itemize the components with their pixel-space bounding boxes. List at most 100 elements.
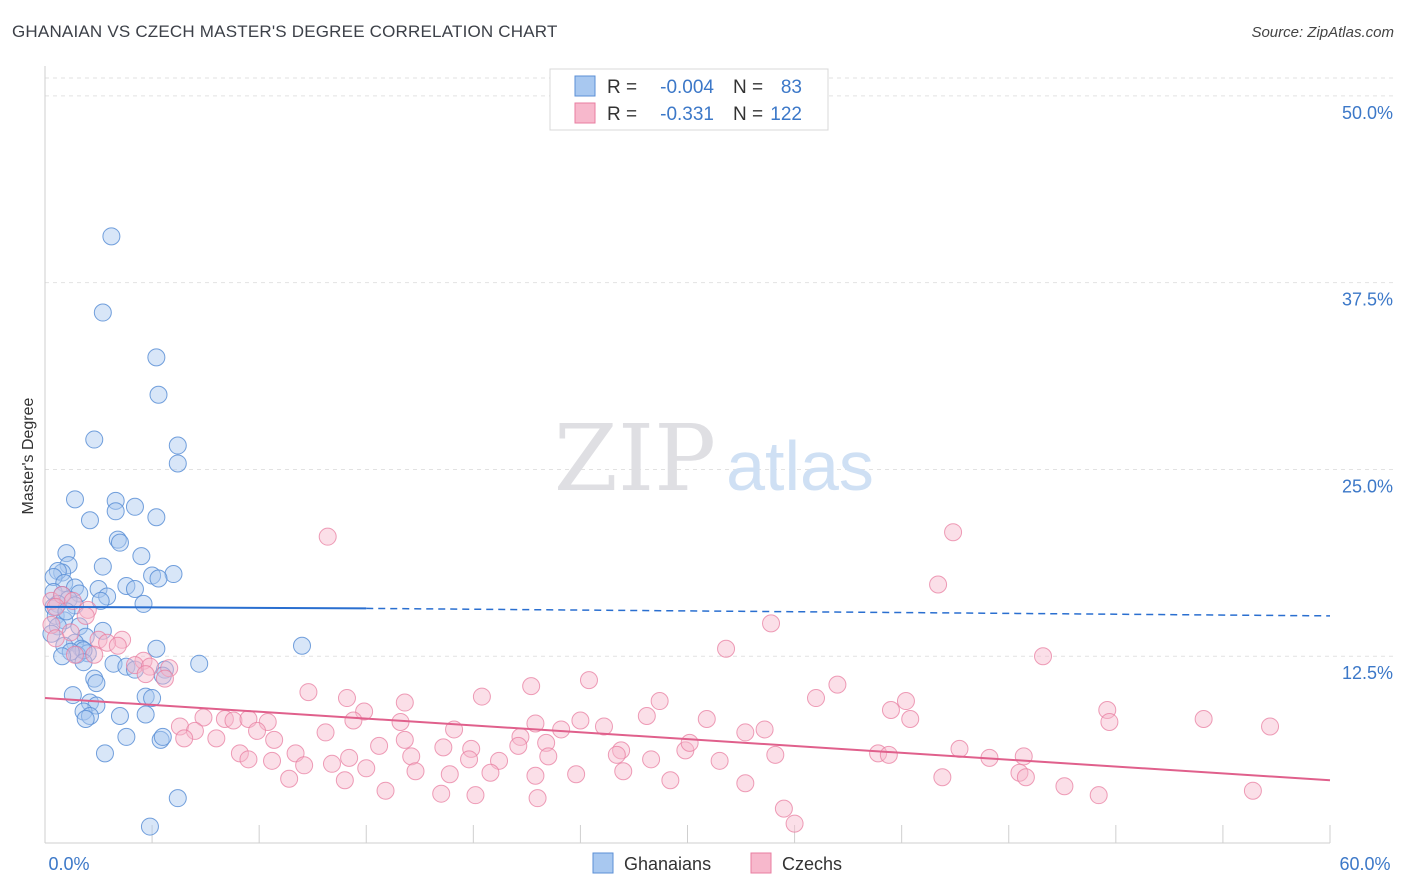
ghanaian-trend-solid bbox=[44, 605, 367, 610]
czech-point bbox=[879, 745, 898, 764]
czech-point bbox=[466, 786, 485, 805]
ghanaian-point bbox=[147, 508, 166, 527]
czech-point bbox=[1034, 647, 1053, 666]
watermark-atlas: atlas bbox=[726, 427, 874, 505]
czech-point bbox=[248, 721, 267, 740]
y-tick-label: 37.5% bbox=[1342, 290, 1393, 310]
czech-point bbox=[395, 730, 414, 749]
x-tick-label-min: 0.0% bbox=[48, 854, 89, 874]
czech-point bbox=[136, 665, 155, 684]
czech-point bbox=[155, 669, 174, 688]
ghanaian-point bbox=[106, 502, 125, 521]
ghanaian-point bbox=[190, 654, 209, 673]
ghanaian-point bbox=[93, 621, 112, 640]
czech-point bbox=[370, 736, 389, 755]
czech-point bbox=[265, 730, 284, 749]
ghanaian-point bbox=[140, 817, 159, 836]
czech-point bbox=[337, 689, 356, 708]
czech-point bbox=[1243, 781, 1262, 800]
czech-point bbox=[1100, 712, 1119, 731]
czech-point bbox=[108, 636, 127, 655]
bottom-legend-ghanaians: Ghanaians bbox=[624, 854, 711, 874]
czech-point bbox=[280, 769, 299, 788]
czech-point bbox=[697, 709, 716, 728]
y-axis-label: Master's Degree bbox=[20, 397, 37, 514]
czech-point bbox=[929, 575, 948, 594]
legend-r-value-2: -0.331 bbox=[660, 104, 714, 125]
ghanaian-point bbox=[168, 454, 187, 473]
ghanaian-point bbox=[143, 689, 162, 708]
y-tick-label: 12.5% bbox=[1342, 663, 1393, 683]
y-tick-label: 50.0% bbox=[1342, 103, 1393, 123]
czech-point bbox=[594, 717, 613, 736]
czech-point bbox=[785, 814, 804, 833]
czech-point bbox=[522, 677, 541, 696]
czech-point bbox=[65, 645, 84, 664]
gridlines bbox=[45, 77, 1395, 657]
ghanaian-point bbox=[57, 544, 76, 563]
legend-n-value-2: 122 bbox=[770, 104, 802, 125]
czech-point bbox=[717, 639, 736, 658]
watermark-zip: ZIP bbox=[554, 405, 716, 512]
czech-point bbox=[642, 750, 661, 769]
czech-point bbox=[1014, 747, 1033, 766]
y-tick-labels: 12.5% 25.0% 37.5% 50.0% bbox=[1342, 103, 1393, 683]
czech-point bbox=[395, 693, 414, 712]
czech-point bbox=[828, 675, 847, 694]
czech-point bbox=[571, 711, 590, 730]
legend-n-label-1: N = bbox=[733, 77, 763, 98]
czech-point bbox=[402, 747, 421, 766]
ghanaian-point bbox=[44, 568, 63, 587]
ghanaian-point bbox=[125, 579, 144, 598]
czech-point bbox=[537, 733, 556, 752]
czech-point bbox=[224, 711, 243, 730]
ghanaian-trend-dashed bbox=[366, 607, 1331, 617]
legend-r-label-2: R = bbox=[607, 104, 637, 125]
ghanaian-point bbox=[106, 491, 125, 510]
czech-point bbox=[944, 523, 963, 542]
czech-point bbox=[933, 768, 952, 787]
czech-point bbox=[1098, 701, 1117, 720]
czech-point bbox=[170, 717, 189, 736]
legend-r-value-1: -0.004 bbox=[660, 77, 714, 98]
czech-point bbox=[344, 711, 363, 730]
ghanaian-point bbox=[293, 636, 311, 655]
czech-point bbox=[295, 756, 314, 775]
chart-title: GHANAIAN VS CZECH MASTER'S DEGREE CORREL… bbox=[12, 22, 558, 41]
czech-point bbox=[1261, 717, 1280, 736]
series-legend: Ghanaians Czechs bbox=[592, 852, 842, 874]
ghanaian-point bbox=[65, 490, 84, 509]
czech-point bbox=[460, 750, 479, 769]
ghanaian-point bbox=[147, 348, 166, 367]
series-ghanaians bbox=[42, 227, 311, 836]
czech-point bbox=[125, 656, 144, 675]
ghanaian-point bbox=[147, 639, 166, 658]
ghanaian-point bbox=[125, 497, 144, 516]
czech-point bbox=[552, 720, 571, 739]
czech-point bbox=[774, 799, 793, 818]
czech-point bbox=[710, 751, 729, 770]
ghanaian-point bbox=[117, 727, 136, 746]
czech-point bbox=[42, 615, 61, 634]
ghanaian-point bbox=[93, 557, 112, 576]
ghanaian-point bbox=[149, 569, 168, 588]
czech-point bbox=[98, 633, 117, 652]
czech-point bbox=[896, 692, 915, 711]
czech-point bbox=[1089, 786, 1108, 805]
czech-point bbox=[61, 623, 80, 642]
ghanaian-point bbox=[153, 727, 172, 746]
czech-point bbox=[526, 766, 545, 785]
czech-trend-line bbox=[44, 697, 1331, 782]
czech-point bbox=[263, 751, 282, 770]
czech-point bbox=[434, 738, 453, 757]
czech-point bbox=[185, 721, 204, 740]
czech-point bbox=[318, 527, 337, 546]
ghanaian-point bbox=[134, 594, 153, 613]
czech-point bbox=[661, 771, 680, 790]
czech-point bbox=[539, 747, 558, 766]
ghanaian-point bbox=[91, 591, 110, 610]
czech-point bbox=[355, 702, 374, 721]
czech-point bbox=[607, 745, 626, 764]
source-label: Source: ZipAtlas.com bbox=[1251, 24, 1394, 41]
